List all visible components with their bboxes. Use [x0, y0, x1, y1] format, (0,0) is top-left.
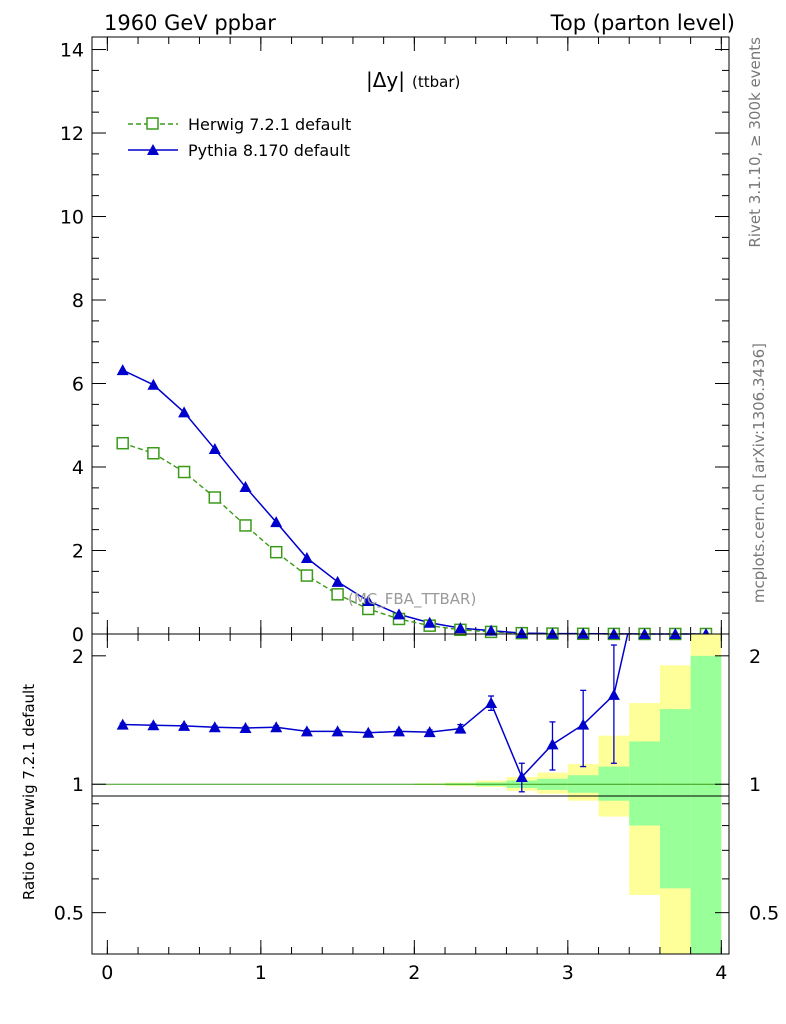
legend: Herwig 7.2.1 default Pythia 8.170 defaul… [128, 115, 351, 160]
pythia-point [638, 627, 651, 639]
pythia-ratio-point [147, 719, 160, 731]
pythia-ratio-point [208, 721, 221, 733]
pythia-point [423, 616, 436, 628]
pythia-ratio-point [607, 688, 620, 700]
pythia-point [454, 622, 467, 634]
ratio-ytick-label-left: 0.5 [54, 903, 84, 925]
main-ytick-label: 0 [72, 624, 84, 646]
legend-herwig-label: Herwig 7.2.1 default [188, 115, 351, 134]
ratio-xtick-label: 2 [408, 962, 420, 984]
ratio-series [116, 633, 629, 793]
main-series [116, 364, 713, 641]
pythia-ratio-point [423, 726, 436, 738]
ratio-band-inner [598, 766, 630, 801]
ratio-xtick-label: 1 [255, 962, 267, 984]
main-ytick-label: 14 [60, 40, 84, 62]
ratio-xtick-label: 4 [715, 962, 727, 984]
pythia-point [362, 595, 375, 607]
pythia-ratio-point [577, 718, 590, 730]
ratio-band-inner [629, 741, 660, 826]
main-ytick-label: 4 [72, 457, 84, 479]
pythia-point [300, 552, 313, 564]
pythia-ratio-point [515, 770, 528, 782]
main-ticks: 0 2 4 6 8 10 12 14 [60, 37, 729, 646]
header-right: Top (parton level) [550, 11, 735, 35]
watermark: (MC_FBA_TTBAR) [348, 590, 476, 609]
main-ytick-label: 2 [72, 541, 84, 563]
ratio-ytick-label-right: 2 [749, 646, 761, 668]
ratio-ylabel: Ratio to Herwig 7.2.1 default [20, 684, 38, 900]
pythia-ratio-point [362, 726, 375, 738]
header-left: 1960 GeV ppbar [104, 11, 276, 35]
rivet-label: Rivet 3.1.10, ≥ 300k events [746, 37, 764, 248]
pythia-point [331, 575, 344, 587]
ratio-band-inner [690, 655, 722, 954]
herwig-point [331, 588, 344, 601]
ratio-bands [92, 634, 729, 954]
legend-pythia-marker [147, 144, 159, 155]
ratio-panel: 0.5 0.5 1 1 2 2 0 1 2 3 4 [54, 633, 779, 984]
pythia-point [669, 627, 682, 639]
pythia-ratio-point [454, 722, 467, 734]
pythia-point [239, 481, 252, 493]
mcplots-label: mcplots.cern.ch [arXiv:1306.3436] [750, 343, 768, 603]
herwig-point [269, 545, 283, 559]
pythia-point [485, 624, 498, 636]
main-ytick-label: 12 [60, 123, 84, 145]
ratio-ticks: 0.5 0.5 1 1 2 2 0 1 2 3 4 [54, 634, 779, 984]
herwig-point [300, 569, 314, 582]
ratio-band-inner [659, 709, 691, 889]
ratio-xtick-label: 3 [562, 962, 574, 984]
pythia-point [392, 608, 405, 620]
pythia-point [178, 406, 191, 418]
pythia-ratio-point [331, 725, 344, 737]
pythia-ratio-point [116, 718, 129, 730]
main-ytick-label: 6 [72, 374, 84, 396]
legend-herwig-marker [146, 117, 159, 130]
main-title-sub: (ttbar) [412, 73, 460, 91]
ratio-ytick-label-left: 2 [72, 646, 84, 668]
main-title: |Δy| [366, 68, 405, 92]
herwig-point [147, 446, 160, 460]
ratio-ytick-label-left: 1 [72, 774, 84, 796]
legend-pythia-label: Pythia 8.170 default [188, 141, 350, 160]
main-ytick-label: 8 [72, 290, 84, 312]
pythia-ratio-line [122, 633, 629, 779]
pythia-point [546, 627, 559, 639]
pythia-point [577, 627, 590, 639]
herwig-point [177, 465, 191, 479]
herwig-point [208, 491, 222, 504]
pythia-ratio-point [178, 719, 191, 731]
pythia-ratio-point [485, 697, 498, 709]
pythia-ratio-point [270, 721, 283, 733]
main-ytick-label: 10 [60, 207, 84, 229]
pythia-point [607, 627, 620, 639]
ratio-ytick-label-right: 0.5 [749, 903, 779, 925]
herwig-point [116, 436, 129, 450]
pythia-point [116, 364, 129, 376]
ratio-xtick-label: 0 [101, 962, 113, 984]
ratio-frame [91, 633, 730, 955]
pythia-point [208, 443, 221, 455]
pythia-ratio-point [546, 738, 559, 750]
herwig-point [239, 519, 252, 532]
pythia-ratio-point [392, 725, 405, 737]
pythia-point [515, 627, 528, 639]
ratio-ytick-label-right: 1 [749, 774, 761, 796]
pythia-point [147, 378, 160, 390]
pythia-point [270, 516, 283, 528]
pythia-ratio-point [300, 725, 313, 737]
pythia-ratio-point [239, 721, 252, 733]
